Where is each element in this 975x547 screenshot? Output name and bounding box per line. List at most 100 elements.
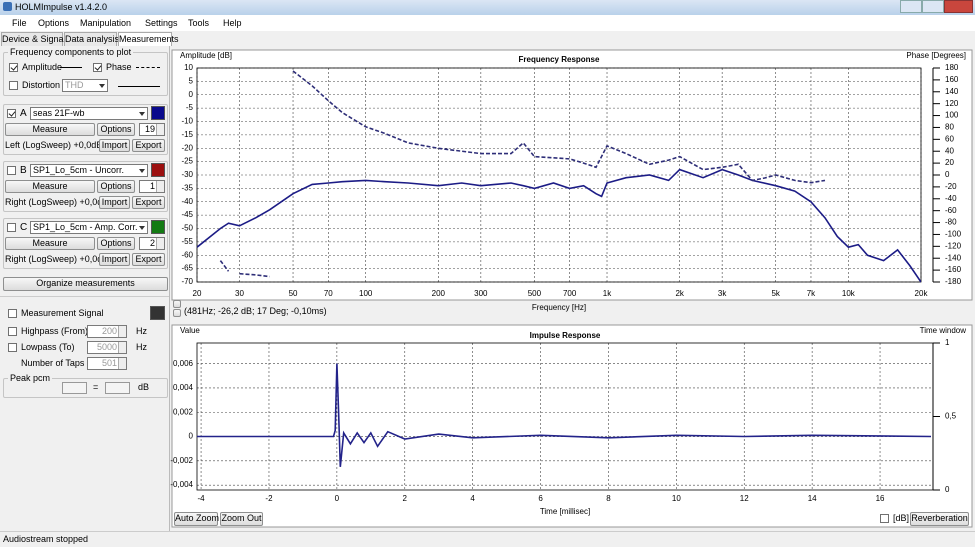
y-tick-label: -0,004 — [170, 480, 193, 489]
options-button[interactable]: Options — [97, 237, 135, 250]
lowpass-unit: Hz — [136, 342, 147, 352]
taps-spinner[interactable]: 501 — [87, 357, 127, 370]
menu-item[interactable]: Manipulation — [80, 18, 132, 28]
x-tick-label: 0 — [335, 494, 340, 503]
menu-item[interactable]: Tools — [188, 18, 210, 28]
y2-tick-label: -140 — [945, 253, 962, 262]
distortion-dropdown[interactable]: THD — [62, 79, 108, 92]
group-title: Frequency components to plot — [8, 46, 134, 59]
options-button[interactable]: Options — [97, 123, 135, 136]
peak-unit: dB — [138, 382, 150, 392]
phase-checkbox[interactable] — [93, 63, 102, 72]
channel-color[interactable] — [151, 106, 165, 120]
measure-button[interactable]: Measure — [5, 180, 95, 193]
x-tick-label: 20 — [193, 289, 202, 298]
signal-label: Measurement Signal — [21, 308, 104, 318]
signal-color[interactable] — [150, 306, 165, 320]
window-title: HOLMImpulse v1.4.2.0 — [15, 2, 108, 12]
highpass-spinner[interactable]: 200 — [87, 325, 127, 338]
y2-tick-label: -120 — [945, 241, 962, 250]
amplitude-label: Amplitude — [22, 62, 63, 72]
x-tick-label: -4 — [198, 494, 206, 503]
y2-tick-label: 0 — [945, 170, 950, 179]
x-tick-label: 7k — [807, 289, 816, 298]
highpass-checkbox[interactable] — [8, 327, 17, 336]
export-button[interactable]: Export — [132, 196, 165, 209]
import-button[interactable]: Import — [99, 253, 130, 266]
export-button[interactable]: Export — [132, 253, 165, 266]
distortion-label: Distortion — [22, 80, 61, 90]
reverberation-button[interactable]: Reverberation — [910, 512, 969, 526]
scroll-up[interactable] — [173, 300, 181, 308]
count-spinner[interactable]: 1 — [139, 180, 165, 193]
x-tick-label: 100 — [359, 289, 373, 298]
auto-zoom-button[interactable]: Auto Zoom — [174, 512, 219, 526]
input-label: Right (LogSweep) +0,0dB — [5, 197, 109, 207]
x-tick-label: 50 — [289, 289, 298, 298]
y2-tick-label: 1 — [945, 338, 950, 347]
highpass-unit: Hz — [136, 326, 147, 336]
measure-button[interactable]: Measure — [5, 123, 95, 136]
maximize-button[interactable] — [922, 0, 944, 13]
channel-dropdown[interactable]: seas 21F-wb — [30, 107, 148, 120]
y-tick-label: 0 — [189, 432, 194, 441]
y2-tick-label: -80 — [945, 218, 957, 227]
amplitude-checkbox[interactable] — [9, 63, 18, 72]
import-button[interactable]: Import — [99, 139, 130, 152]
peak-equals: = — [93, 382, 99, 392]
y2-tick-label: -180 — [945, 277, 962, 286]
distortion-checkbox[interactable] — [9, 81, 18, 90]
menu-item[interactable]: Options — [38, 18, 70, 28]
menu-item[interactable]: Help — [223, 18, 242, 28]
db-label: [dB] — [893, 513, 910, 523]
close-button[interactable] — [944, 0, 973, 13]
count-spinner[interactable]: 2 — [139, 237, 165, 250]
channel-checkbox[interactable] — [7, 166, 16, 175]
y2-tick-label: 180 — [945, 63, 959, 72]
x-tick-label: 3k — [718, 289, 727, 298]
y2-tick-label: 160 — [945, 75, 959, 84]
peak-group — [3, 378, 168, 398]
count-spinner[interactable]: 19 — [139, 123, 165, 136]
channel-color[interactable] — [151, 220, 165, 234]
peak-title: Peak pcm — [8, 372, 53, 385]
channel-dropdown[interactable]: SP1_Lo_5cm - Amp. Corr. — [30, 221, 148, 234]
y-tick-label: -65 — [181, 264, 193, 273]
y2-axis-label: Phase [Degrees] — [906, 51, 966, 60]
x-tick-label: 6 — [538, 494, 543, 503]
channel-checkbox[interactable] — [7, 109, 16, 118]
channel-color[interactable] — [151, 163, 165, 177]
db-checkbox[interactable] — [880, 514, 889, 523]
zoom-out-button[interactable]: Zoom Out — [220, 512, 263, 526]
minimize-button[interactable] — [900, 0, 922, 13]
lowpass-checkbox[interactable] — [8, 343, 17, 352]
options-button[interactable]: Options — [97, 180, 135, 193]
menu-item[interactable]: File — [12, 18, 27, 28]
y-tick-label: 5 — [189, 76, 194, 85]
channel-dropdown[interactable]: SP1_Lo_5cm - Uncorr. — [30, 164, 148, 177]
tab[interactable]: Device & Signal — [1, 32, 66, 46]
y-tick-label: 0,004 — [173, 383, 194, 392]
tab[interactable]: Measurements — [118, 32, 179, 46]
channel-checkbox[interactable] — [7, 223, 16, 232]
signal-checkbox[interactable] — [8, 309, 17, 318]
amplitude-sample — [60, 67, 82, 68]
y2-tick-label: 20 — [945, 158, 954, 167]
tab[interactable]: Data analysis — [64, 32, 120, 46]
x-tick-label: 2 — [403, 494, 408, 503]
lowpass-spinner[interactable]: 5000 — [87, 341, 127, 354]
y-tick-label: -25 — [181, 157, 193, 166]
x-tick-label: 14 — [808, 494, 817, 503]
measure-button[interactable]: Measure — [5, 237, 95, 250]
y-tick-label: -10 — [181, 117, 193, 126]
left-panel — [0, 46, 170, 531]
import-button[interactable]: Import — [99, 196, 130, 209]
channel-group — [3, 104, 168, 155]
status-text: Audiostream stopped — [3, 534, 89, 544]
scroll-down[interactable] — [173, 309, 181, 317]
export-button[interactable]: Export — [132, 139, 165, 152]
organize-button[interactable]: Organize measurements — [3, 277, 168, 291]
menu-item[interactable]: Settings — [145, 18, 178, 28]
x-tick-label: 20k — [915, 289, 929, 298]
